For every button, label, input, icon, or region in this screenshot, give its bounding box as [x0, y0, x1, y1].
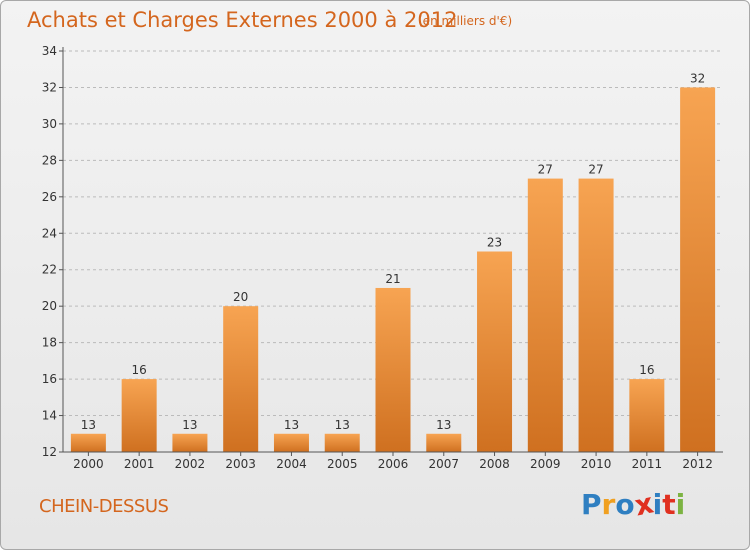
- y-tick-label: 12: [42, 445, 57, 459]
- bar-value-label: 16: [132, 363, 147, 377]
- x-tick-label: 2002: [175, 457, 206, 471]
- bar-2009: [527, 178, 563, 452]
- x-tick-label: 2001: [124, 457, 155, 471]
- x-tick-label: 2000: [73, 457, 104, 471]
- bar-2005: [324, 433, 360, 452]
- bar-value-label: 13: [182, 418, 197, 432]
- x-tick-label: 2007: [428, 457, 459, 471]
- axes: 12 14 16 18 20 22 24 26 28 30 32 34 2000 2001 2002 2003…: [42, 44, 723, 471]
- bar-value-label: 21: [385, 272, 400, 286]
- logo-letter: r: [601, 488, 616, 521]
- bar-value-label: 27: [588, 163, 603, 177]
- chart-subtitle: (en milliers d'€): [418, 14, 513, 28]
- bar-2011: [629, 379, 665, 452]
- bar-2006: [375, 287, 411, 452]
- bar-2004: [273, 433, 309, 452]
- bar-value-label: 23: [487, 236, 502, 250]
- x-tick-label: 2008: [479, 457, 510, 471]
- bar-value-label: 13: [284, 418, 299, 432]
- logo-letter: o: [615, 488, 635, 521]
- y-tick-label: 32: [42, 80, 57, 94]
- x-tick-label: 2011: [632, 457, 663, 471]
- logo-letter: P: [581, 488, 602, 521]
- y-tick-label: 30: [42, 117, 57, 131]
- y-tick-label: 26: [42, 190, 57, 204]
- bar-value-label: 32: [690, 71, 705, 85]
- bar-value-label: 16: [639, 363, 654, 377]
- bar-2010: [578, 178, 614, 452]
- x-tick-label: 2003: [225, 457, 256, 471]
- bar-value-label: 13: [335, 418, 350, 432]
- bar-2007: [426, 433, 462, 452]
- bar-2003: [223, 306, 259, 452]
- y-tick-label: 28: [42, 153, 57, 167]
- logo-letter: t: [662, 488, 676, 521]
- logo-letter: i: [652, 488, 663, 521]
- logo-letter: i: [675, 488, 686, 521]
- bar-2001: [121, 379, 157, 452]
- bar-2002: [172, 433, 208, 452]
- y-tick-label: 16: [42, 372, 57, 386]
- y-tick-label: 34: [42, 44, 57, 58]
- y-tick-label: 14: [42, 409, 57, 423]
- y-tick-label: 20: [42, 299, 57, 313]
- chart-title: Achats et Charges Externes 2000 à 2012: [27, 8, 458, 32]
- bar-value-label: 13: [436, 418, 451, 432]
- bar-2008: [477, 251, 513, 452]
- bar-value-label: 27: [538, 163, 553, 177]
- y-tick-label: 18: [42, 336, 57, 350]
- x-tick-label: 2005: [327, 457, 358, 471]
- y-tick-label: 22: [42, 263, 57, 277]
- bar-value-label: 20: [233, 290, 248, 304]
- x-tick-label: 2009: [530, 457, 561, 471]
- x-tick-label: 2004: [276, 457, 307, 471]
- bar-2012: [680, 87, 716, 453]
- x-tick-label: 2006: [378, 457, 409, 471]
- proxiti-logo: Proxiti: [581, 486, 686, 522]
- x-tick-label: 2012: [682, 457, 713, 471]
- bars: 13 16 13 20 13 13 21 13 23 27 27 16 32: [70, 71, 716, 453]
- location-name: CHEIN-DESSUS: [39, 496, 169, 517]
- x-tick-label: 2010: [581, 457, 612, 471]
- bar-chart: 13 16 13 20 13 13 21 13 23 27 27 16 32 12 14 16 18 20 22 2…: [42, 44, 723, 471]
- y-tick-label: 24: [42, 226, 57, 240]
- bar-2000: [70, 433, 106, 452]
- bar-value-label: 13: [81, 418, 96, 432]
